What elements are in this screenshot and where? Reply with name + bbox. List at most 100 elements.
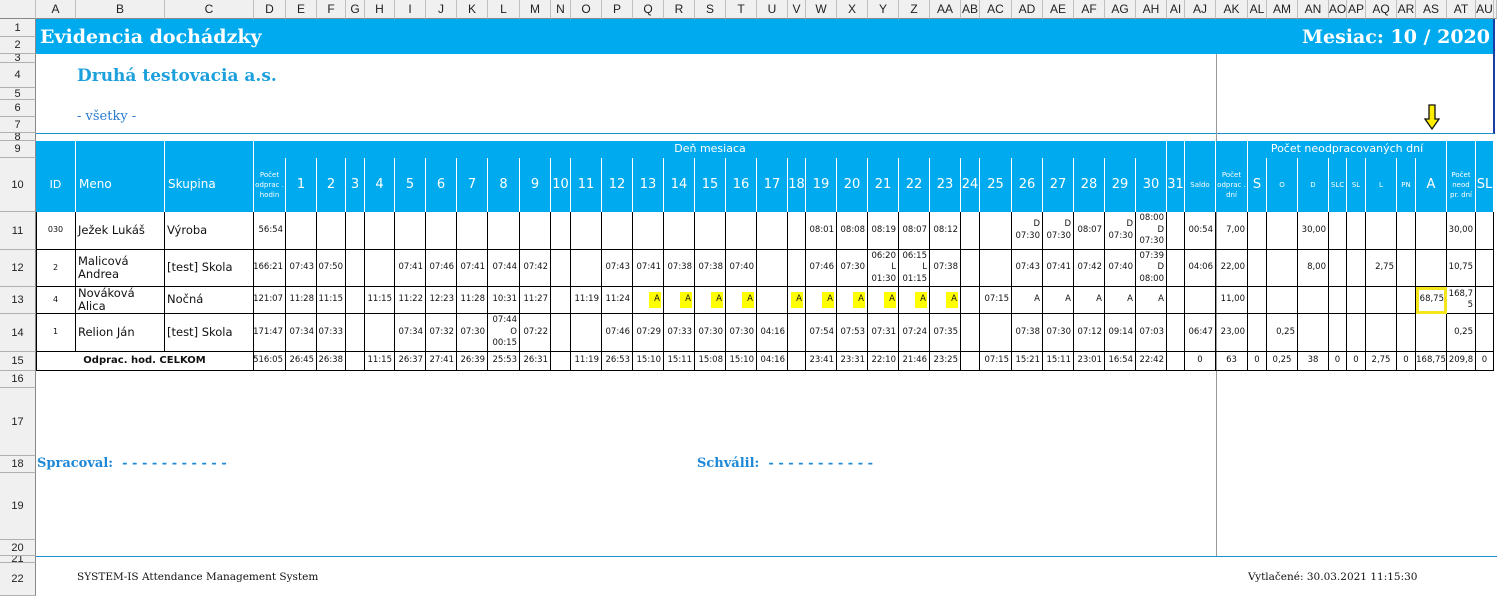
cell-AP[interactable] bbox=[1347, 212, 1366, 250]
cell-R[interactable]: 07:33 bbox=[664, 314, 695, 352]
cell-Y[interactable]: 06:20 L 01:30 bbox=[868, 250, 899, 287]
cell-AD[interactable]: A bbox=[1012, 287, 1043, 314]
column-header-AB[interactable]: AB bbox=[961, 0, 980, 19]
cell-J[interactable] bbox=[426, 212, 457, 250]
cell-L[interactable]: 07:44 O 00:15 bbox=[488, 314, 520, 352]
column-header-AA[interactable]: AA bbox=[930, 0, 961, 19]
column-header-F[interactable]: F bbox=[317, 0, 346, 19]
cell-AE[interactable]: D 07:30 bbox=[1043, 212, 1074, 250]
cell-F[interactable]: 07:33 bbox=[317, 314, 346, 352]
row-header-7[interactable]: 7 bbox=[0, 117, 36, 133]
cell-P[interactable]: 07:43 bbox=[602, 250, 633, 287]
cell-AP[interactable] bbox=[1347, 287, 1366, 314]
cell-H[interactable] bbox=[365, 250, 395, 287]
cell-AP[interactable] bbox=[1347, 314, 1366, 352]
cell-AN[interactable] bbox=[1298, 314, 1329, 352]
row-header-14[interactable]: 14 bbox=[0, 314, 36, 352]
cell-O[interactable] bbox=[571, 250, 602, 287]
cell-AK[interactable]: 22,00 bbox=[1216, 250, 1248, 287]
cell-K[interactable]: 11:28 bbox=[457, 287, 488, 314]
cell-AU[interactable] bbox=[1476, 250, 1494, 287]
cell-AF[interactable]: A bbox=[1074, 287, 1105, 314]
column-header-AT[interactable]: AT bbox=[1447, 0, 1476, 19]
column-header-Z[interactable]: Z bbox=[899, 0, 930, 19]
column-header-L[interactable]: L bbox=[488, 0, 520, 19]
cell-H[interactable]: 11:15 bbox=[365, 287, 395, 314]
column-header-AK[interactable]: AK bbox=[1216, 0, 1248, 19]
cell-W[interactable]: 07:46 bbox=[806, 250, 837, 287]
cell-F[interactable]: 11:15 bbox=[317, 287, 346, 314]
cell-AM[interactable] bbox=[1267, 287, 1298, 314]
row-header-20[interactable]: 20 bbox=[0, 540, 36, 556]
cell-AF[interactable]: 08:07 bbox=[1074, 212, 1105, 250]
cell-U[interactable]: 04:16 bbox=[757, 314, 788, 352]
cell-F[interactable]: 07:50 bbox=[317, 250, 346, 287]
cell-R[interactable] bbox=[664, 212, 695, 250]
cell-J[interactable]: 12:23 bbox=[426, 287, 457, 314]
row-header-9[interactable]: 9 bbox=[0, 141, 36, 158]
cell-AU[interactable] bbox=[1476, 314, 1494, 352]
cell-AL[interactable] bbox=[1248, 314, 1267, 352]
cell-AN[interactable] bbox=[1298, 287, 1329, 314]
column-header-AI[interactable]: AI bbox=[1167, 0, 1185, 19]
cell-AG[interactable]: 07:40 bbox=[1105, 250, 1136, 287]
cell-AJ[interactable]: 00:54 bbox=[1185, 212, 1216, 250]
cell-S[interactable]: 07:38 bbox=[695, 250, 726, 287]
column-header-AM[interactable]: AM bbox=[1267, 0, 1298, 19]
row-header-3[interactable]: 3 bbox=[0, 54, 36, 63]
column-header-Q[interactable]: Q bbox=[633, 0, 664, 19]
cell-AL[interactable] bbox=[1248, 212, 1267, 250]
row-header-2[interactable]: 2 bbox=[0, 37, 36, 54]
column-header-AR[interactable]: AR bbox=[1397, 0, 1416, 19]
row-header-1[interactable]: 1 bbox=[0, 19, 36, 37]
cell-O[interactable]: 11:19 bbox=[571, 287, 602, 314]
row-header-13[interactable]: 13 bbox=[0, 287, 36, 314]
cell-U[interactable] bbox=[757, 287, 788, 314]
cell-Y[interactable]: 08:19 bbox=[868, 212, 899, 250]
cell-R[interactable]: A bbox=[664, 287, 695, 314]
cell-S[interactable] bbox=[695, 212, 726, 250]
column-header-P[interactable]: P bbox=[602, 0, 633, 19]
column-header-D[interactable]: D bbox=[254, 0, 286, 19]
cell-name[interactable]: Malicová Andrea bbox=[76, 250, 165, 287]
cell-AK[interactable]: 11,00 bbox=[1216, 287, 1248, 314]
cell-U[interactable] bbox=[757, 250, 788, 287]
cell-Y[interactable]: A bbox=[868, 287, 899, 314]
cell-M[interactable] bbox=[520, 212, 551, 250]
cell-W[interactable]: 08:01 bbox=[806, 212, 837, 250]
column-header-M[interactable]: M bbox=[520, 0, 551, 19]
column-header-K[interactable]: K bbox=[457, 0, 488, 19]
cell-M[interactable]: 07:22 bbox=[520, 314, 551, 352]
cell-AU[interactable] bbox=[1476, 287, 1494, 314]
cell-Z[interactable]: 06:15 L 01:15 bbox=[899, 250, 930, 287]
column-header-E[interactable]: E bbox=[286, 0, 317, 19]
select-all-corner[interactable] bbox=[0, 0, 36, 19]
cell-AC[interactable]: 07:15 bbox=[980, 287, 1012, 314]
cell-AC[interactable] bbox=[980, 212, 1012, 250]
cell-AL[interactable] bbox=[1248, 287, 1267, 314]
cell-AR[interactable] bbox=[1397, 314, 1416, 352]
cell-O[interactable] bbox=[571, 212, 602, 250]
cell-group[interactable]: Nočná bbox=[165, 287, 254, 314]
row-header-6[interactable]: 6 bbox=[0, 100, 36, 117]
cell-K[interactable]: 07:41 bbox=[457, 250, 488, 287]
cell-AI[interactable] bbox=[1167, 250, 1185, 287]
column-header-AP[interactable]: AP bbox=[1347, 0, 1366, 19]
cell-V[interactable] bbox=[788, 314, 806, 352]
column-header-AC[interactable]: AC bbox=[980, 0, 1012, 19]
column-header-AS[interactable]: AS bbox=[1416, 0, 1447, 19]
cell-W[interactable]: 07:54 bbox=[806, 314, 837, 352]
cell-AG[interactable]: A bbox=[1105, 287, 1136, 314]
cell-G[interactable] bbox=[346, 287, 365, 314]
cell-AK[interactable]: 7,00 bbox=[1216, 212, 1248, 250]
cell-G[interactable] bbox=[346, 212, 365, 250]
cell-AO[interactable] bbox=[1329, 287, 1347, 314]
cell-R[interactable]: 07:38 bbox=[664, 250, 695, 287]
cell-I[interactable] bbox=[395, 212, 426, 250]
cell-Q[interactable]: 07:29 bbox=[633, 314, 664, 352]
cell-group[interactable]: Výroba bbox=[165, 212, 254, 250]
row-header-17[interactable]: 17 bbox=[0, 388, 36, 456]
cell-AN[interactable]: 8,00 bbox=[1298, 250, 1329, 287]
cell-AD[interactable]: 07:38 bbox=[1012, 314, 1043, 352]
cell-AT[interactable]: 30,00 bbox=[1447, 212, 1476, 250]
